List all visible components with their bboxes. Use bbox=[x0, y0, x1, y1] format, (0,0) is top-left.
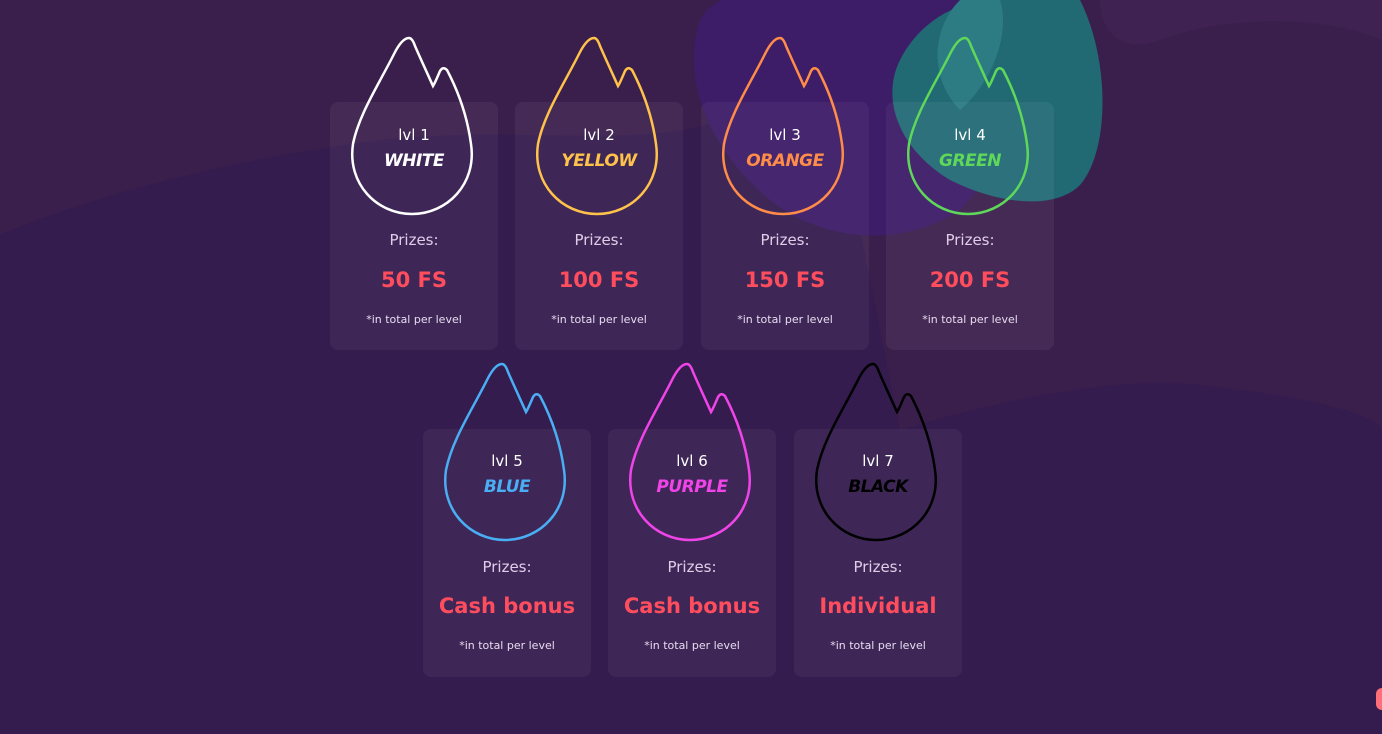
level-number: lvl 3 bbox=[769, 126, 801, 144]
prizes-label: Prizes: bbox=[667, 558, 717, 576]
prize-note: *in total per level bbox=[922, 313, 1018, 326]
level-color-name: YELLOW bbox=[561, 151, 637, 171]
prize-note: *in total per level bbox=[459, 639, 555, 652]
prize-value: Cash bonus bbox=[623, 594, 761, 618]
prize-value: 150 FS bbox=[744, 268, 826, 292]
background-band-lower bbox=[0, 120, 1382, 734]
level-color-name: PURPLE bbox=[656, 477, 728, 497]
level-number: lvl 2 bbox=[583, 126, 615, 144]
prizes-label: Prizes: bbox=[482, 558, 532, 576]
prizes-label: Prizes: bbox=[389, 231, 439, 249]
level-number: lvl 7 bbox=[862, 452, 894, 470]
flame-icon bbox=[349, 34, 479, 216]
flame-icon bbox=[720, 34, 850, 216]
prize-value: 200 FS bbox=[929, 268, 1011, 292]
level-color-name: WHITE bbox=[383, 151, 445, 171]
flame-icon bbox=[442, 360, 572, 542]
level-color-name: ORANGE bbox=[746, 151, 824, 171]
prizes-label: Prizes: bbox=[760, 231, 810, 249]
prize-note: *in total per level bbox=[737, 313, 833, 326]
prize-note: *in total per level bbox=[644, 639, 740, 652]
prize-value: 100 FS bbox=[558, 268, 640, 292]
prize-value: Cash bonus bbox=[438, 594, 576, 618]
level-color-name: BLACK bbox=[848, 477, 908, 497]
level-number: lvl 5 bbox=[491, 452, 523, 470]
background-blob-top-left bbox=[0, 0, 720, 235]
prize-value: 50 FS bbox=[380, 268, 447, 292]
background-blob-teal-highlight bbox=[937, 0, 1004, 110]
flame-icon bbox=[905, 34, 1035, 216]
flame-icon bbox=[627, 360, 757, 542]
flame-icon bbox=[534, 34, 664, 216]
level-number: lvl 6 bbox=[676, 452, 708, 470]
background-blob-right bbox=[1100, 0, 1382, 45]
level-color-name: GREEN bbox=[939, 151, 1002, 171]
prizes-label: Prizes: bbox=[853, 558, 903, 576]
level-number: lvl 4 bbox=[954, 126, 986, 144]
prize-note: *in total per level bbox=[830, 639, 926, 652]
prizes-label: Prizes: bbox=[945, 231, 995, 249]
prize-note: *in total per level bbox=[551, 313, 647, 326]
level-color-name: BLUE bbox=[483, 477, 531, 497]
level-number: lvl 1 bbox=[398, 126, 430, 144]
scroll-to-top-button[interactable] bbox=[1376, 688, 1382, 710]
prize-value: Individual bbox=[819, 594, 937, 618]
prize-note: *in total per level bbox=[366, 313, 462, 326]
flame-icon bbox=[813, 360, 943, 542]
prizes-label: Prizes: bbox=[574, 231, 624, 249]
